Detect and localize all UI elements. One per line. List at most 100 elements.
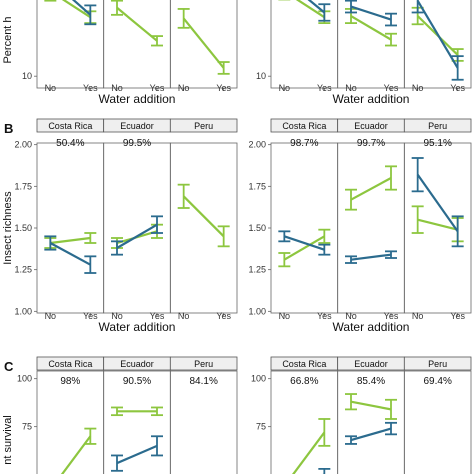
- x-tick-label: Yes: [317, 83, 332, 93]
- percent-label: 50.4%: [56, 138, 84, 149]
- y-tick-label: 1.00: [248, 306, 266, 316]
- x-axis-title: Water addition: [99, 320, 176, 334]
- facet-strip-label: Costa Rica: [48, 359, 92, 369]
- x-tick-label: No: [178, 311, 190, 321]
- y-axis-title: Insect richness: [2, 191, 14, 265]
- y-tick-label: 1.75: [14, 181, 32, 191]
- green-series-line: [182, 195, 225, 238]
- blue-series: [345, 0, 397, 27]
- blue-series-line: [283, 235, 325, 251]
- x-tick-label: Yes: [150, 83, 165, 93]
- x-tick-label: Yes: [450, 311, 465, 321]
- y-axis-title: Percent h: [2, 16, 14, 63]
- panel-C-right: Costa Rica 66.8% Ecuador 85.4% Peru 69.4% 75 10…: [251, 356, 472, 474]
- green-series: [177, 183, 230, 248]
- blue-series: [111, 215, 163, 256]
- facet-strip-label: Peru: [428, 121, 447, 131]
- plot-area: [278, 157, 464, 268]
- facet-strip-label: Costa Rica: [282, 121, 326, 131]
- facet-strip-label: Ecuador: [120, 359, 154, 369]
- plot-area: [292, 393, 397, 474]
- y-tick-label: 1.25: [14, 265, 32, 275]
- facet-frame-costa-rica: [270, 0, 339, 89]
- blue-series-line: [307, 0, 326, 14]
- x-tick-label: Yes: [317, 311, 332, 321]
- x-tick-label: Yes: [216, 311, 231, 321]
- percent-label: 98%: [60, 376, 80, 387]
- facet-strip-label: Peru: [194, 359, 213, 369]
- y-tick-label: 10: [256, 71, 266, 81]
- percent-label: 99.7%: [357, 138, 385, 149]
- y-tick-label: 1.25: [248, 265, 266, 275]
- green-series: [345, 393, 397, 420]
- x-tick-label: No: [45, 83, 57, 93]
- green-series-line: [417, 218, 458, 231]
- y-tick-label: 1.00: [14, 306, 32, 316]
- facet-frame-costa-rica: [36, 0, 105, 89]
- blue-series: [411, 157, 464, 248]
- facet-strip-label: Ecuador: [354, 121, 388, 131]
- green-series-line: [350, 15, 392, 41]
- x-tick-label: Yes: [384, 83, 399, 93]
- facet-frame-peru: [169, 0, 238, 89]
- blue-series-line: [350, 253, 392, 261]
- percent-label: 66.8%: [290, 376, 318, 387]
- x-tick-label: No: [345, 311, 357, 321]
- plot-area: [44, 183, 230, 274]
- green-series: [177, 8, 230, 75]
- panel-B-right: Costa Rica 98.7% Ecuador 99.7% Peru 95.1% 1.00…: [248, 118, 472, 334]
- facet-frame-peru: [403, 0, 472, 89]
- facet-strip-label: Costa Rica: [48, 121, 92, 131]
- y-tick-label: 100: [17, 374, 32, 384]
- x-tick-label: Yes: [150, 311, 165, 321]
- facet-frame-peru: [403, 142, 472, 314]
- blue-series-line: [416, 174, 459, 232]
- y-tick-label: 1.50: [14, 223, 32, 233]
- plot-area: [60, 406, 163, 474]
- green-series-line: [350, 177, 392, 201]
- facet-frame-costa-rica: [36, 142, 105, 314]
- panel-letter: C: [4, 359, 14, 374]
- blue-series-line: [49, 242, 91, 266]
- green-series-line: [283, 235, 325, 261]
- blue-series: [307, 0, 331, 22]
- y-tick-label: 1.75: [248, 181, 266, 191]
- green-series: [44, 232, 97, 249]
- blue-series: [44, 235, 97, 274]
- facet-frame-ecuador: [337, 142, 405, 314]
- blue-series-line: [71, 0, 92, 16]
- blue-series: [278, 230, 331, 256]
- facet-frame-ecuador: [103, 142, 171, 314]
- y-tick-label: 2.00: [248, 140, 266, 150]
- facet-frame-ecuador: [103, 0, 171, 89]
- y-tick-label: 1.50: [248, 223, 266, 233]
- blue-series-line: [116, 223, 158, 249]
- y-tick-label: 10: [22, 71, 32, 81]
- x-tick-label: No: [412, 83, 424, 93]
- y-axis-title: nt survival: [2, 415, 14, 465]
- facet-frame-peru: [169, 370, 238, 474]
- x-tick-label: No: [178, 83, 190, 93]
- facet-strip-label: Ecuador: [354, 359, 388, 369]
- green-series: [292, 418, 331, 474]
- green-series-line: [116, 6, 158, 42]
- percent-label: 85.4%: [357, 376, 385, 387]
- x-tick-label: Yes: [384, 311, 399, 321]
- blue-series-line: [350, 5, 392, 21]
- green-series: [111, 0, 163, 47]
- facet-strip-label: Ecuador: [120, 121, 154, 131]
- green-series: [44, 0, 97, 25]
- green-series-line: [292, 431, 326, 474]
- x-axis-title: Water addition: [333, 320, 410, 334]
- green-series: [60, 427, 97, 474]
- green-series-line: [295, 0, 325, 19]
- x-tick-label: Yes: [83, 83, 98, 93]
- blue-series-line: [116, 444, 158, 465]
- green-series-line: [61, 0, 91, 19]
- green-series: [345, 165, 397, 211]
- blue-series-line: [350, 427, 392, 442]
- percent-label: 99.5%: [123, 138, 151, 149]
